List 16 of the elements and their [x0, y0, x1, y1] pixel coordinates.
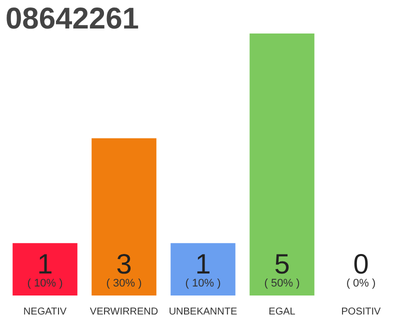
- data-label: 1: [195, 248, 211, 280]
- x-tick-label: EGAL: [268, 306, 296, 318]
- data-label: 5: [274, 248, 290, 280]
- annotation: ( 10% ): [27, 278, 63, 290]
- annotation: ( 0% ): [346, 278, 376, 290]
- annotation: ( 30% ): [106, 278, 142, 290]
- data-label: 3: [116, 248, 132, 280]
- data-label: 1: [37, 248, 53, 280]
- annotation: ( 10% ): [185, 278, 221, 290]
- data-label: 0: [353, 248, 369, 280]
- x-tick-label: VERWIRREND: [90, 306, 158, 318]
- x-tick-label: NEGATIV: [23, 306, 67, 318]
- chart-title: 08642261: [6, 2, 139, 36]
- x-tick-label: UNBEKANNTE: [168, 306, 238, 318]
- annotation: ( 50% ): [264, 278, 300, 290]
- x-tick-label: POSITIV: [341, 306, 382, 318]
